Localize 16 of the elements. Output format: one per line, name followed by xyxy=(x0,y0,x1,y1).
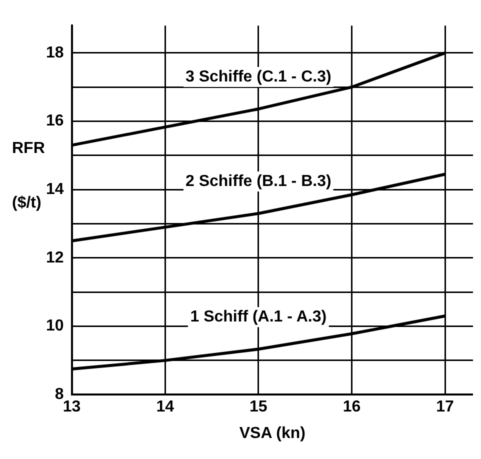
y-tick-label: 18 xyxy=(46,44,64,62)
series-label: 2 Schiffe (B.1 - B.3) xyxy=(185,172,332,190)
x-tick-label: 13 xyxy=(62,398,81,416)
x-tick-label: 15 xyxy=(250,398,268,416)
series-label: 3 Schiffe (C.1 - C.3) xyxy=(185,68,332,86)
y-tick-label: 14 xyxy=(46,181,64,198)
x-axis-title: VSA (kn) xyxy=(239,424,306,442)
text: RFR ($/t) xyxy=(12,140,45,212)
y-tick-label: 8 xyxy=(54,386,64,404)
y-tick-label: 12 xyxy=(46,249,64,266)
y-tick-label: 16 xyxy=(46,112,64,130)
x-tick-label: 14 xyxy=(156,398,174,416)
x-tick-label: 17 xyxy=(436,398,454,416)
series-label: 1 Schiff (A.1 - A.3) xyxy=(190,308,327,326)
x-tick-label: 16 xyxy=(342,398,361,416)
y-tick-label: 10 xyxy=(46,318,64,335)
